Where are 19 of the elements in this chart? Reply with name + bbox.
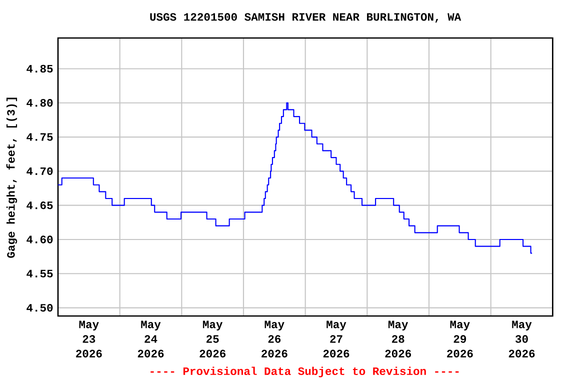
y-tick-label: 4.60	[26, 236, 53, 244]
y-tick-label: 4.50	[26, 304, 53, 312]
y-tick-label: 4.55	[26, 270, 53, 278]
y-tick-label: 4.70	[26, 167, 53, 176]
y-tick-label: 4.80	[26, 99, 53, 107]
x-tick-label: May 27 2026	[323, 320, 350, 358]
y-tick-label: 4.65	[26, 202, 53, 210]
x-tick-label: May 30 2026	[508, 320, 535, 358]
x-tick-label: May 28 2026	[385, 320, 412, 358]
text: ---- Provisional Data Subject to Revision ----	[150, 366, 459, 378]
y-axis-title: Gage height, feet, [(3)]	[6, 98, 18, 258]
x-tick-label: May 23 2026	[76, 320, 102, 358]
x-tick-label: May 29 2026	[447, 320, 473, 358]
y-tick-label: 4.85	[26, 64, 53, 73]
x-tick-label: May 26 2026	[262, 320, 288, 358]
y-tick-label: 4.75	[26, 133, 53, 141]
x-tick-label: May 24 2026	[138, 320, 164, 358]
chart-title: USGS 12201500 SAMISH RIVER NEAR BURLINGTON, WA	[150, 13, 462, 23]
x-tick-label: May 25 2026	[200, 320, 226, 358]
